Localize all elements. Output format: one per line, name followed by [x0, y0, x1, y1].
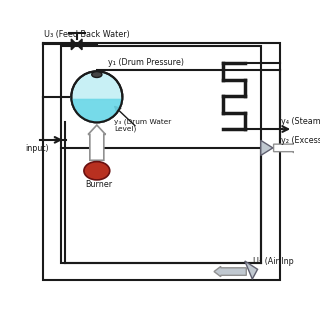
Text: Burner: Burner: [85, 180, 112, 188]
Polygon shape: [77, 39, 82, 50]
Bar: [60, 46, 261, 263]
Polygon shape: [71, 97, 122, 122]
Bar: [43, 43, 280, 280]
Polygon shape: [261, 140, 273, 156]
Text: y₄ (Steam Flow Rat: y₄ (Steam Flow Rat: [281, 117, 320, 126]
FancyArrow shape: [88, 125, 106, 160]
Text: U₂ (Air Inp: U₂ (Air Inp: [253, 257, 293, 266]
Text: y₁ (Drum Pressure): y₁ (Drum Pressure): [108, 58, 184, 67]
Text: U₃ (Feed Back Water): U₃ (Feed Back Water): [44, 30, 130, 39]
Ellipse shape: [84, 162, 110, 180]
FancyArrow shape: [274, 143, 299, 153]
Text: y₂ (Excess: y₂ (Excess: [281, 136, 320, 145]
Circle shape: [71, 71, 122, 122]
Polygon shape: [71, 39, 77, 50]
Ellipse shape: [92, 72, 102, 77]
Text: y₃ (Drum Water
Level): y₃ (Drum Water Level): [114, 118, 172, 132]
Text: input): input): [26, 144, 49, 153]
Polygon shape: [245, 261, 258, 279]
FancyArrow shape: [214, 267, 246, 277]
